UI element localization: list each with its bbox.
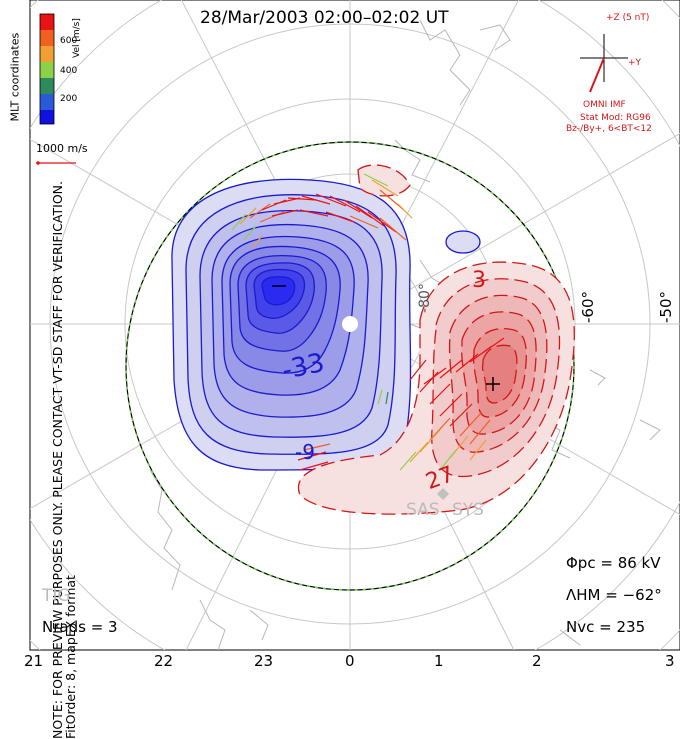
preview-note: NOTE: FOR PREVIEW PURPOSES ONLY. PLEASE … <box>50 181 78 739</box>
station-sys: SYS <box>452 500 484 520</box>
station-sas: SAS <box>406 500 440 520</box>
lambda-hm-value: = −62° <box>605 586 662 604</box>
convection-map <box>29 0 680 651</box>
imf-z-label: +Z (5 nT) <box>606 13 650 23</box>
imf-source: OMNI IMF <box>583 100 626 110</box>
radar-site-marker <box>437 488 449 500</box>
lat-label-60: -60° <box>579 291 597 323</box>
pole-marker <box>342 316 358 332</box>
n-rads-label: Nrads <box>42 618 86 636</box>
imf-model-line2: Bz-/By+, 6<BT<12 <box>566 124 652 134</box>
lambda-hm-stat: ΛHM = −62° <box>566 586 662 604</box>
mlt-tick-1: 1 <box>434 652 444 670</box>
cell-centers <box>272 285 500 391</box>
imf-clock <box>580 34 628 93</box>
legend-unit: Vel [m/s] <box>72 18 82 58</box>
station-tig: TIG <box>42 586 71 606</box>
phi-pc-value: = 86 kV <box>600 554 661 572</box>
mlt-tick-2: 2 <box>532 652 542 670</box>
coords-label-wrap: MLT coordinates <box>8 16 22 136</box>
legend-tick-400: 400 <box>60 66 78 76</box>
lambda-hm-label: ΛHM <box>566 586 601 604</box>
scale-label: 1000 m/s <box>36 142 88 155</box>
mlt-tick-23: 23 <box>254 652 274 670</box>
positive-cell <box>297 164 575 515</box>
imf-y-label: +Y <box>628 58 642 68</box>
phi-pc-label: Φpc <box>566 554 596 572</box>
n-vc-stat: Nvc = 235 <box>566 618 645 636</box>
negative-cell <box>171 178 481 471</box>
mlt-tick-21: 21 <box>24 652 44 670</box>
coords-label: MLT coordinates <box>8 32 22 122</box>
note-line-2: FitOrder: 8, mapEX format <box>63 575 78 739</box>
scale-arrow <box>36 161 76 165</box>
n-vc-label: Nvc <box>566 618 595 636</box>
contour-label-pos-upper: 3 <box>472 268 486 293</box>
velocity-vectors <box>231 173 505 471</box>
hm-boundary-dash <box>125 141 575 591</box>
n-rads-value: = 3 <box>90 618 118 636</box>
imf-model-line1: Stat Mod: RG96 <box>580 113 651 123</box>
mlt-tick-3: 3 <box>665 652 675 670</box>
contour-label-neg-low: -9 <box>295 440 315 464</box>
legend-tick-600: 600 <box>60 36 78 46</box>
lat-label-50: -50° <box>657 291 675 323</box>
phi-pc-stat: Φpc = 86 kV <box>566 554 661 572</box>
mlt-tick-0: 0 <box>345 652 355 670</box>
mlt-tick-22: 22 <box>154 652 174 670</box>
n-rads-stat: Nrads = 3 <box>42 618 118 636</box>
map-title: 28/Mar/2003 02:00–02:02 UT <box>200 8 449 28</box>
lat-label-80: -80° <box>416 283 433 313</box>
n-vc-value: = 235 <box>599 618 646 636</box>
legend-tick-200: 200 <box>60 94 78 104</box>
velocity-legend <box>39 13 55 125</box>
